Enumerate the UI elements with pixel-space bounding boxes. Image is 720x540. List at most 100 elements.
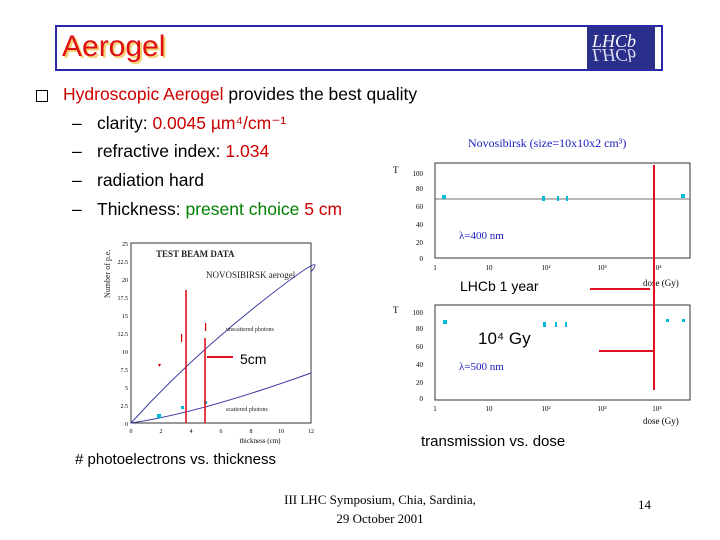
right-bottom-yticks: 100 80 60 40 20 0 [413,309,424,403]
annotation-lhcb-1-year: LHCb 1 year [460,278,539,294]
arrow-dose [599,350,653,352]
item-label: radiation hard [97,170,205,190]
xtick: 6 [220,429,223,435]
left-plot-yticks: 25 22.5 20 17.5 15 12.5 10 7.5 5 2.5 0 [118,242,129,428]
left-plot-subtitle: NOVOSIBIRSK aerogel [206,270,296,280]
left-plot-title: TEST BEAM DATA [156,249,235,259]
right-top-xlabel: dose (Gy) [643,278,679,288]
page-number: 14 [638,497,651,512]
xtick: 4 [190,429,193,435]
left-plot: Number of p.e. 25 22.5 20 17.5 15 12.5 1… [103,242,316,445]
ytick: 20 [122,278,128,284]
right-top-ylabel: T [393,165,399,175]
right-bottom-xticks: 1 10 10² 10³ 10⁴ [433,405,662,413]
ytick: 0 [420,255,424,263]
xtick: 12 [308,429,314,435]
annotation-dose: 10⁴ Gy [478,329,531,348]
lhcb-logo: LHCb LHCb [587,27,655,69]
ytick: 0 [125,422,128,428]
xtick: 10² [541,264,550,272]
right-top-points [442,194,685,201]
item-value: 0.0045 µm⁴/cm⁻¹ [152,113,287,133]
dash: – [72,113,82,133]
list-item: – Thickness: present choice 5 cm [72,199,392,221]
right-top-lambda: λ=400 nm [459,230,504,242]
xtick: 10 [486,264,494,272]
item-label: clarity: [97,113,153,133]
ytick: 0 [420,395,424,403]
xtick: 10 [486,405,494,413]
ytick: 80 [416,325,424,333]
unscattered-points [158,323,207,367]
xtick: 10⁴ [652,264,662,272]
item-label: Thickness: [97,199,186,219]
svg-text:LHCb: LHCb [591,45,636,65]
xtick: 0 [130,429,133,435]
ytick: 5 [125,386,128,392]
dash: – [72,199,82,219]
scattered-curve [130,372,312,424]
right-caption: transmission vs. dose [421,433,566,450]
left-caption: # photoelectrons vs. thickness [75,451,276,468]
right-bottom-points [443,319,685,327]
list-item: – clarity: 0.0045 µm⁴/cm⁻¹ [72,113,392,135]
ytick: 20 [416,239,424,247]
ytick: 60 [416,343,424,351]
ytick: 22.5 [118,260,129,266]
svg-text:LHCb: LHCb [591,31,636,51]
left-plot-xticks: 0 2 4 6 8 10 12 [130,429,315,435]
right-bottom-ylabel: T [393,305,399,315]
ytick: 7.5 [121,368,129,374]
ytick: 12.5 [118,332,129,338]
item-value: 5 cm [299,199,343,219]
right-bottom-plot: T 100 80 60 40 20 0 1 10 10² 10³ 10⁴ dos… [393,295,691,426]
ytick: 100 [413,170,424,178]
xtick: 10⁴ [652,405,662,413]
label-unscattered: unscattered photons [226,327,274,333]
xtick: 10² [541,405,550,413]
dash: – [72,141,82,161]
item-label: refractive index: [97,141,226,161]
label-scattered: scattered photons [226,407,268,413]
scattered-points [157,401,207,418]
right-top-yticks: 100 80 60 40 20 0 [413,170,424,263]
unscattered-curve [130,264,316,424]
bullet-text: Hydroscopic Aerogel provides the best qu… [63,84,417,105]
ytick: 40 [416,361,424,369]
xtick: 1 [433,264,437,272]
ytick: 60 [416,203,424,211]
ytick: 2.5 [121,404,129,410]
dash: – [72,170,82,190]
bullet-square [36,90,48,102]
left-plot-frame [130,242,312,424]
slide-title: Aerogel [62,30,166,63]
left-plot-ylabel: Number of p.e. [103,250,112,298]
left-plot-xlabel: thickness (cm) [239,437,281,445]
xtick: 1 [433,405,437,413]
ytick: 100 [413,309,424,317]
xtick: 10³ [597,405,606,413]
right-top-xticks: 1 10 10² 10³ 10⁴ [433,264,662,272]
ytick: 25 [122,242,128,248]
ytick: 20 [416,379,424,387]
list-item: – refractive index: 1.034 [72,141,392,163]
title-frame [55,25,663,71]
ytick: 40 [416,221,424,229]
arrow-lhcb-1-year [590,288,650,290]
xtick: 8 [250,429,253,435]
ytick: 17.5 [118,296,129,302]
right-bottom-frame [434,304,691,401]
item-mid: present choice [185,199,300,219]
bullet-rest: provides the best quality [223,84,418,104]
annotation-5cm: 5cm [240,351,267,367]
right-plot-title: Novosibirsk (size=10x10x2 cm³) [468,136,627,150]
right-top-frame [434,162,691,259]
ytick: 80 [416,185,424,193]
footer-line-2: 29 October 2001 [336,511,424,526]
xtick: 10 [278,429,284,435]
xtick: 10³ [597,264,606,272]
ytick: 10 [122,350,128,356]
footer-line-1: III LHC Symposium, Chia, Sardinia, [284,492,476,507]
right-bottom-xlabel: dose (Gy) [643,416,679,426]
right-top-plot: T 100 80 60 40 20 0 1 10 10² 10³ 10⁴ dos… [393,162,691,295]
